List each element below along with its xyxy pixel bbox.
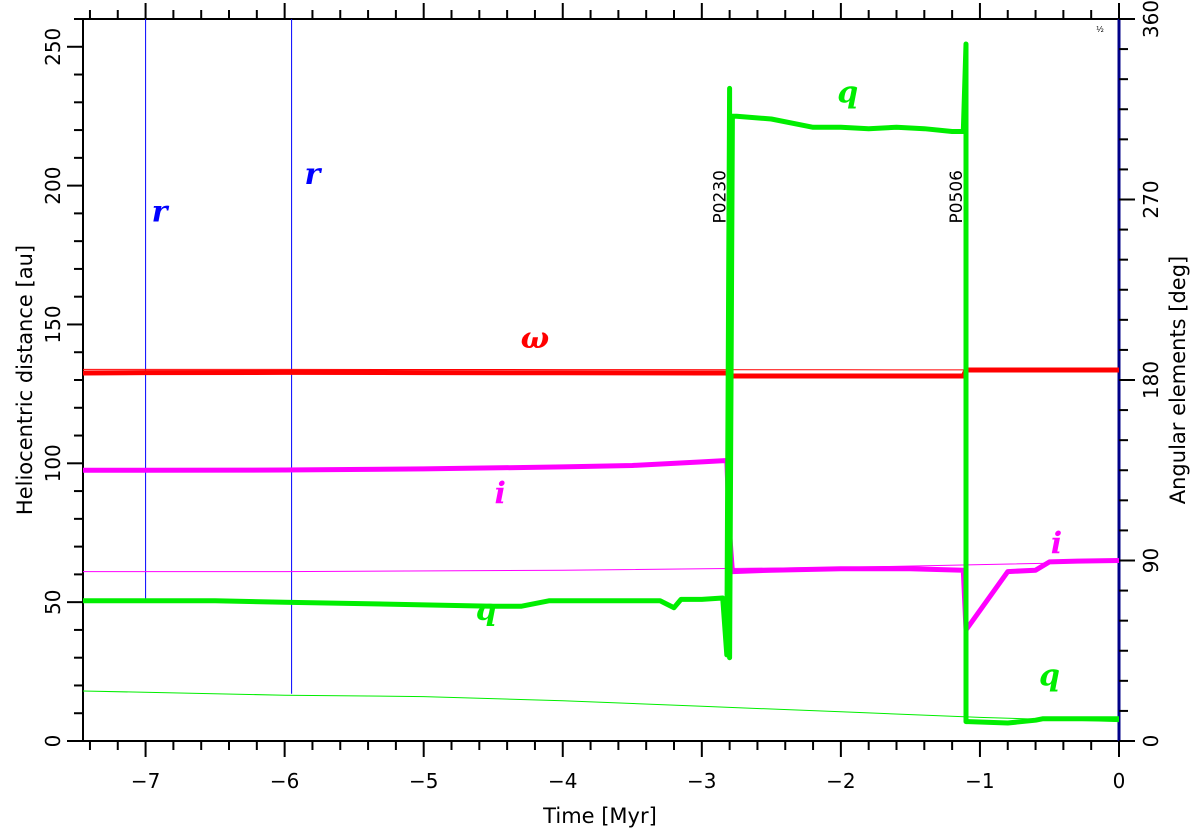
series-line-4 <box>83 41 1119 726</box>
y-axis-left-title: Heliocentric distance [au] <box>13 245 37 515</box>
y-right-tick-label-1: 90 <box>1139 548 1163 573</box>
series-line-5 <box>82 690 1120 723</box>
x-tick-label-3: −4 <box>548 769 577 793</box>
y-left-tick-label-3: 150 <box>41 305 65 343</box>
event-label-0: P0230 <box>711 170 731 224</box>
label-layer: r r ω q i i q q P0230 P0506 <box>152 75 1063 693</box>
x-tick-label-6: −1 <box>965 769 994 793</box>
y-left-tick-label-0: 0 <box>41 735 65 748</box>
x-tick-label-5: −2 <box>826 769 855 793</box>
series-label-0: r <box>152 195 170 230</box>
series-label-1: r <box>304 157 322 192</box>
corner-mark: ½ <box>1096 25 1104 34</box>
x-tick-label-2: −5 <box>409 769 438 793</box>
series-label-3: q <box>837 75 858 110</box>
series-label-6: q <box>476 593 497 628</box>
series-line-1 <box>83 368 1120 371</box>
tick-layer: −7 −6 −5 −4 −3 −2 −1 0 0 50 100 150 200 250 0 90 180 270 3… <box>41 0 1163 793</box>
y-left-tick-label-2: 100 <box>41 444 65 482</box>
x-tick-label-1: −6 <box>270 769 299 793</box>
series-label-7: q <box>1039 659 1060 694</box>
series-label-5: i <box>1051 527 1062 562</box>
y-right-tick-label-4: 360 <box>1139 0 1163 38</box>
series-line-3 <box>83 561 1120 573</box>
series-label-4: i <box>494 477 505 512</box>
y-left-tick-label-5: 250 <box>41 28 65 66</box>
data-layer <box>82 19 1121 741</box>
y-right-tick-label-3: 270 <box>1139 180 1163 218</box>
y-left-tick-label-1: 50 <box>41 589 65 614</box>
event-label-1: P0506 <box>947 170 967 224</box>
y-axis-right-title: Angular elements [deg] <box>1166 256 1190 505</box>
y-right-tick-label-2: 180 <box>1139 361 1163 399</box>
x-axis-title: Time [Myr] <box>542 804 657 828</box>
y-right-tick-label-0: 0 <box>1139 735 1163 748</box>
x-tick-label-0: −7 <box>131 769 160 793</box>
x-tick-label-7: 0 <box>1113 769 1126 793</box>
series-line-2 <box>83 458 1120 633</box>
y-left-tick-label-4: 200 <box>41 167 65 205</box>
x-tick-label-4: −3 <box>687 769 716 793</box>
series-label-2: ω <box>521 321 550 356</box>
